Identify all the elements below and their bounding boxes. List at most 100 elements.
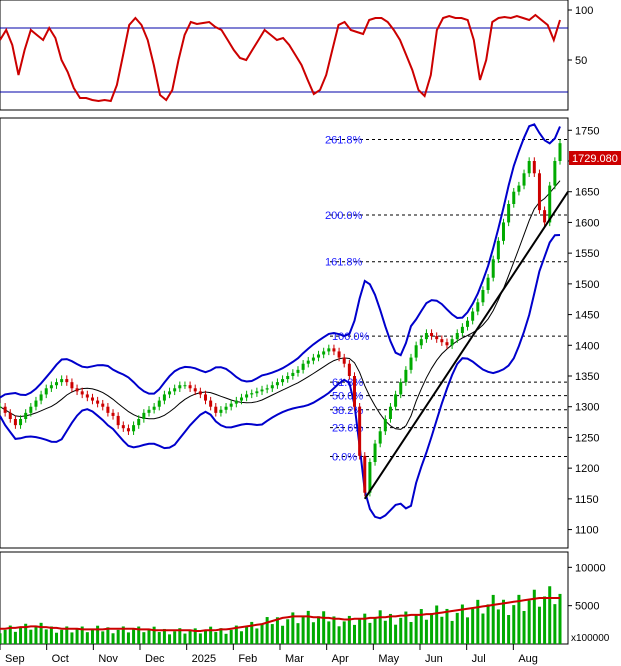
price-tick-label: 1450 xyxy=(575,310,599,322)
volume-bar xyxy=(147,628,151,644)
candle-body xyxy=(496,240,500,260)
candle-body xyxy=(501,222,505,241)
candle-body xyxy=(70,382,74,389)
price-tick-label: 1300 xyxy=(575,402,599,414)
volume-bar xyxy=(388,613,392,644)
x-tick-label: Jul xyxy=(472,653,486,665)
volume-bar xyxy=(352,624,356,644)
volume-bar xyxy=(409,621,413,644)
price-tick-label: 1100 xyxy=(575,525,599,537)
candle-body xyxy=(80,391,84,395)
candle-body xyxy=(152,406,156,410)
candle-body xyxy=(90,397,94,401)
volume-bar xyxy=(440,616,444,644)
candle-body xyxy=(188,385,192,389)
candle-body xyxy=(445,342,449,346)
volume-bar xyxy=(404,611,408,644)
volume-bar xyxy=(34,625,38,644)
x-tick-label: Apr xyxy=(332,653,349,665)
candle-body xyxy=(116,415,120,426)
volume-bar xyxy=(60,629,64,644)
volume-bar xyxy=(548,586,552,644)
candle-body xyxy=(383,419,387,432)
candle-body xyxy=(537,173,541,211)
candle-body xyxy=(491,259,495,278)
bollinger-upper-band xyxy=(0,123,561,399)
candle-body xyxy=(301,363,305,370)
candle-body xyxy=(281,379,285,383)
volume-bar xyxy=(507,615,511,644)
volume-bar xyxy=(55,632,59,644)
volume-bar xyxy=(178,628,182,644)
moving-average-line xyxy=(0,180,561,430)
volume-bar xyxy=(460,604,464,644)
candle-body xyxy=(183,385,187,387)
volume-bar xyxy=(281,625,285,644)
volume-bar xyxy=(445,608,449,644)
fibonacci-level-label: 261.8% xyxy=(325,135,363,147)
candle-body xyxy=(85,394,89,398)
volume-bar xyxy=(65,626,69,644)
candle-body xyxy=(317,354,321,358)
volume-bar xyxy=(537,606,541,644)
volume-bar xyxy=(250,621,254,644)
volume-bar xyxy=(399,617,403,644)
volume-bar xyxy=(332,616,336,644)
volume-bar xyxy=(229,629,233,644)
fibonacci-level-label: 23.6% xyxy=(332,423,363,435)
candle-body xyxy=(532,161,536,174)
volume-bar xyxy=(96,625,100,644)
volume-bar xyxy=(543,596,547,644)
candle-body xyxy=(435,336,439,340)
volume-bar xyxy=(471,608,475,644)
candle-body xyxy=(3,406,7,413)
candle-body xyxy=(424,333,428,340)
volume-bar xyxy=(373,617,377,644)
fibonacci-level-label: 50.0% xyxy=(332,391,363,403)
candle-body xyxy=(147,409,151,413)
candle-body xyxy=(358,406,362,456)
volume-bar xyxy=(496,609,500,644)
volume-ma-line xyxy=(0,597,560,632)
volume-bar xyxy=(435,605,439,644)
volume-bar xyxy=(255,628,259,644)
candle-body xyxy=(270,385,274,389)
price-tick-label: 1150 xyxy=(575,494,599,506)
volume-bar xyxy=(512,605,516,644)
candle-body xyxy=(106,406,110,413)
candle-body xyxy=(260,389,264,392)
price-tick-label: 1400 xyxy=(575,340,599,352)
volume-bar xyxy=(491,594,495,644)
candle-body xyxy=(111,412,115,416)
volume-bar xyxy=(137,626,141,644)
candle-body xyxy=(450,339,454,346)
volume-bar xyxy=(347,615,351,644)
price-tick-label: 1600 xyxy=(575,217,599,229)
candle-body xyxy=(507,204,511,223)
candle-body xyxy=(527,161,531,174)
volume-bar xyxy=(49,626,53,644)
candle-body xyxy=(378,431,382,444)
candle-body xyxy=(543,210,547,223)
volume-bar xyxy=(0,633,2,644)
candle-body xyxy=(291,372,295,376)
volume-bar xyxy=(24,623,28,644)
candle-body xyxy=(522,173,526,186)
volume-bar xyxy=(245,626,249,644)
candle-body xyxy=(234,400,238,404)
volume-bar xyxy=(173,631,177,644)
candle-body xyxy=(173,388,177,392)
candle-body xyxy=(162,394,166,401)
candle-body xyxy=(204,394,208,401)
volume-bar xyxy=(183,633,187,644)
oscillator-line xyxy=(0,13,561,103)
candle-body xyxy=(224,406,228,410)
candle-body xyxy=(337,351,341,358)
volume-bar xyxy=(553,604,557,644)
last-price-label: 1729.080 xyxy=(572,153,618,165)
candle-body xyxy=(414,345,418,358)
candle-body xyxy=(265,388,269,390)
volume-bar xyxy=(501,599,505,644)
volume-bar xyxy=(152,626,156,644)
